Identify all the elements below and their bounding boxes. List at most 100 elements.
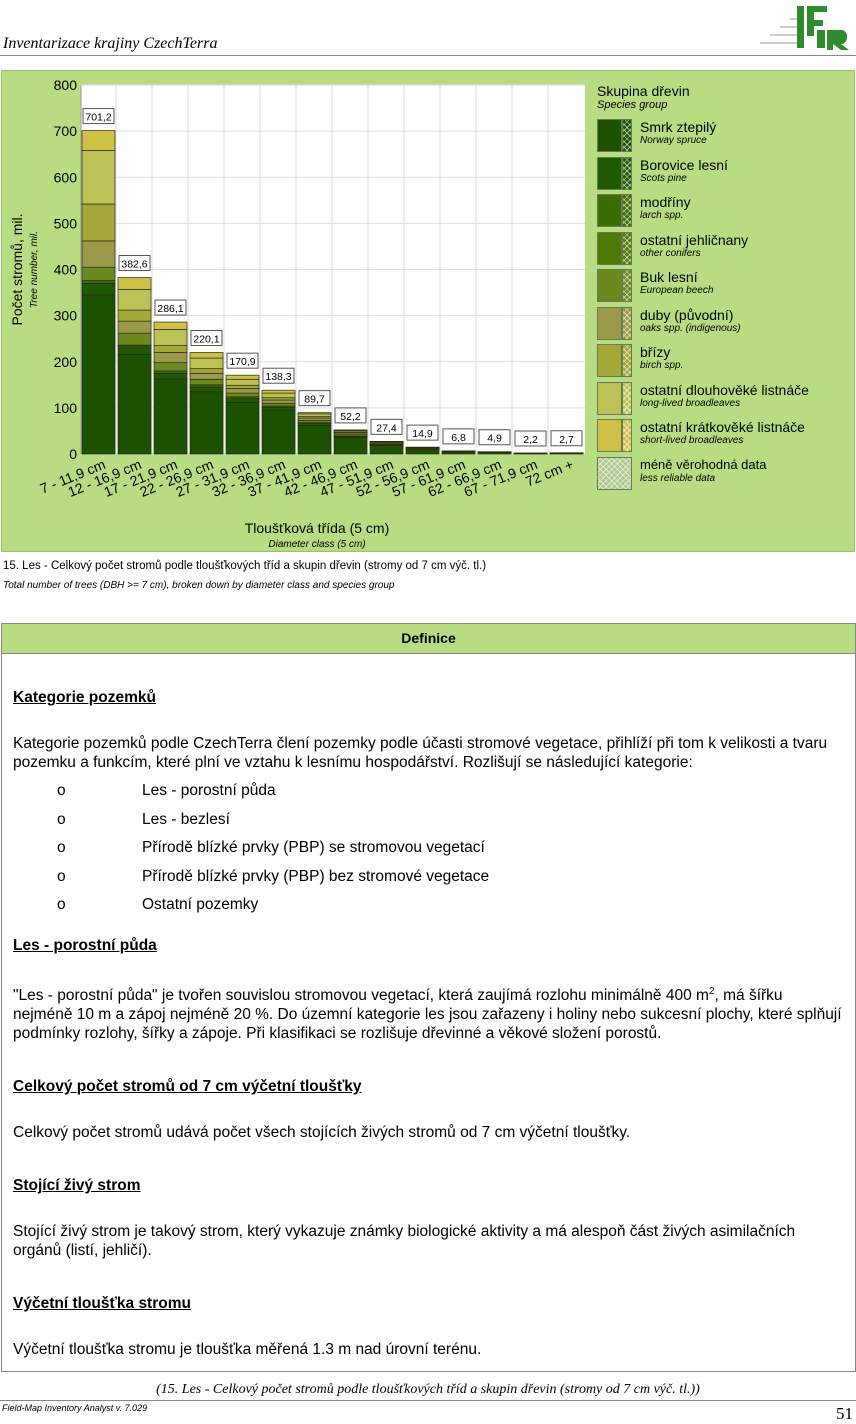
hatch-swatch — [622, 194, 632, 227]
svg-text:6,8: 6,8 — [451, 432, 466, 444]
legend-swatch — [597, 119, 622, 152]
bar-segment — [262, 393, 295, 398]
bar-segment — [406, 449, 439, 454]
legend-label: Borovice lesní — [640, 157, 728, 173]
bar-segment — [118, 354, 151, 454]
legend-swatch — [597, 232, 622, 265]
legend-label: Buk lesní — [640, 269, 713, 285]
legend-swatch — [597, 307, 622, 340]
bar-segment — [298, 414, 331, 417]
y-tick-label: 700 — [54, 123, 78, 139]
legend-title: Skupina dřevin — [597, 83, 852, 99]
svg-text:4,9: 4,9 — [487, 433, 502, 445]
bar-segment — [226, 375, 259, 379]
chart-legend: Skupina dřevin Species group Smrk ztepil… — [597, 83, 852, 494]
bar-segment — [154, 379, 187, 454]
software-version: Field-Map Inventory Analyst v. 7.029 — [2, 1403, 147, 1413]
bar-segment — [82, 283, 115, 295]
hatch-swatch — [622, 232, 632, 265]
section-text: Výčetní tloušťka stromu je tloušťka měře… — [13, 1340, 844, 1359]
legend-subtitle: Species group — [597, 99, 852, 111]
bar-segment — [226, 379, 259, 385]
section-heading: Výčetní tloušťka stromu — [13, 1294, 844, 1313]
y-tick-label: 800 — [54, 77, 78, 93]
y-tick-label: 300 — [54, 308, 78, 324]
data-label: 4,9 — [479, 430, 510, 445]
legend-label: ostatní dlouhověké listnáče — [640, 382, 809, 398]
legend-label-en: less reliable data — [640, 473, 766, 484]
section-text: Stojící živý strom je takový strom, kter… — [13, 1222, 844, 1260]
bar-segment — [118, 321, 151, 333]
bar-segment — [82, 281, 115, 284]
page-number: 51 — [836, 1404, 853, 1424]
legend-swatch — [597, 269, 622, 302]
legend-label: ostatní krátkověké listnáče — [640, 419, 805, 435]
legend-label-en: larch spp. — [640, 210, 691, 221]
bar-segment — [226, 385, 259, 388]
bar-segment — [154, 329, 187, 345]
bar-segment — [190, 379, 223, 385]
hatch-swatch — [622, 269, 632, 302]
x-axis-title-en: Diameter class (5 cm) — [268, 539, 365, 550]
svg-text:14,9: 14,9 — [412, 428, 433, 440]
bar-segment — [154, 322, 187, 329]
bar-segment — [118, 310, 151, 321]
y-tick-label: 600 — [54, 169, 78, 185]
data-label: 27,4 — [371, 419, 402, 434]
legend-swatch — [597, 194, 622, 227]
legend-swatch — [597, 157, 622, 190]
footer-caption: (15. Les - Celkový počet stromů podle tl… — [0, 1382, 856, 1398]
bar-segment — [262, 400, 295, 403]
bar-segment — [154, 346, 187, 353]
svg-text:286,1: 286,1 — [157, 303, 183, 315]
bar-segment — [262, 407, 295, 410]
y-tick-label: 200 — [54, 354, 78, 370]
data-label: 138,3 — [263, 368, 294, 383]
section-heading: Les - porostní půda — [13, 936, 844, 955]
x-axis-title: Tloušťková třída (5 cm) — [245, 520, 390, 536]
legend-label-en: oaks spp. (indigenous) — [640, 323, 741, 334]
bar-segment — [154, 373, 187, 379]
hatch-swatch — [622, 344, 632, 377]
bar-segment — [118, 348, 151, 354]
hatch-swatch — [622, 119, 632, 152]
bar-segment — [226, 389, 259, 394]
legend-swatch — [597, 344, 622, 377]
svg-text:89,7: 89,7 — [304, 394, 325, 406]
svg-text:2,2: 2,2 — [523, 434, 538, 446]
document-header-title: Inventarizace krajiny CzechTerra — [3, 35, 217, 53]
svg-text:2,7: 2,7 — [559, 434, 574, 446]
legend-label: ostatní jehličnany — [640, 232, 748, 248]
header-divider — [0, 55, 856, 56]
bar-segment — [262, 403, 295, 406]
legend-label: Smrk ztepilý — [640, 119, 716, 135]
ifer-logo — [755, 2, 855, 52]
y-tick-label: 500 — [54, 215, 78, 231]
svg-text:52,2: 52,2 — [340, 411, 361, 423]
legend-label-en: Scots pine — [640, 173, 728, 184]
svg-text:382,6: 382,6 — [121, 259, 147, 271]
section-heading: Kategorie pozemků — [13, 688, 844, 707]
bar-segment — [82, 267, 115, 280]
bar-segment — [154, 353, 187, 363]
bar-segment — [118, 289, 151, 310]
section-text: Kategorie pozemků podle CzechTerra člení… — [13, 734, 844, 772]
legend-label: duby (původní) — [640, 307, 741, 323]
svg-text:27,4: 27,4 — [376, 422, 397, 434]
bar-segment — [82, 204, 115, 241]
data-label: 14,9 — [407, 425, 438, 440]
hatch-swatch — [622, 157, 632, 190]
svg-text:701,2: 701,2 — [85, 112, 111, 124]
bar-segment — [82, 241, 115, 267]
data-label: 6,8 — [443, 429, 474, 444]
bar-segment — [226, 393, 259, 397]
section-text: Celkový počet stromů udává počet všech s… — [13, 1123, 844, 1142]
